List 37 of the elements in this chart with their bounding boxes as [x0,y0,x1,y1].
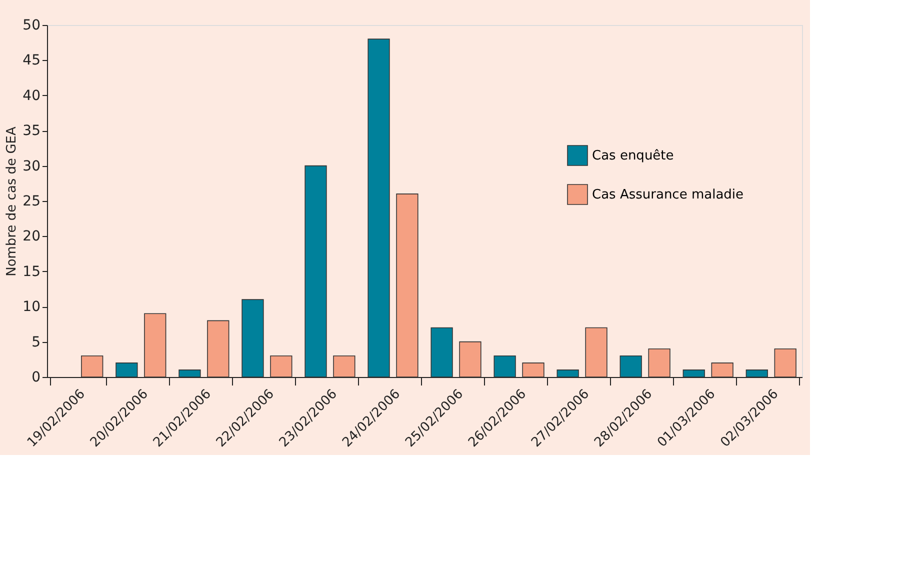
bar [556,370,579,378]
bar [81,355,104,378]
bar [522,362,544,378]
y-tick-label: 5 [32,334,40,350]
bar [746,370,768,378]
y-tick-label: 20 [22,228,40,245]
bar [396,194,418,378]
bar [304,165,327,378]
bar [242,299,264,378]
y-tick-label: 0 [32,370,40,386]
y-tick-label: 15 [22,264,40,280]
y-tick-label: 10 [22,299,40,316]
bar [585,327,608,378]
bar [178,370,201,378]
bar [333,355,356,378]
bar [430,327,453,378]
y-tick-label: 30 [22,158,40,174]
legend-label: Cas Assurance maladie [592,188,744,202]
bar [494,355,516,378]
bar [620,355,642,378]
bar [144,313,166,378]
y-tick-label: 35 [22,123,40,140]
bar [207,320,230,378]
bar [711,362,734,378]
y-tick-label: 45 [22,52,40,69]
y-tick-label: 50 [22,18,40,34]
bar [116,362,138,378]
bar [459,341,482,378]
bar [648,348,670,378]
bar [774,348,796,378]
y-tick-label: 25 [22,194,40,210]
y-axis-title: Nombre de cas de GEA [4,126,20,276]
bar [368,38,390,378]
bar [270,355,292,378]
legend-label: Cas enquête [592,148,674,164]
y-tick-label: 40 [22,88,40,104]
bar [682,370,705,378]
